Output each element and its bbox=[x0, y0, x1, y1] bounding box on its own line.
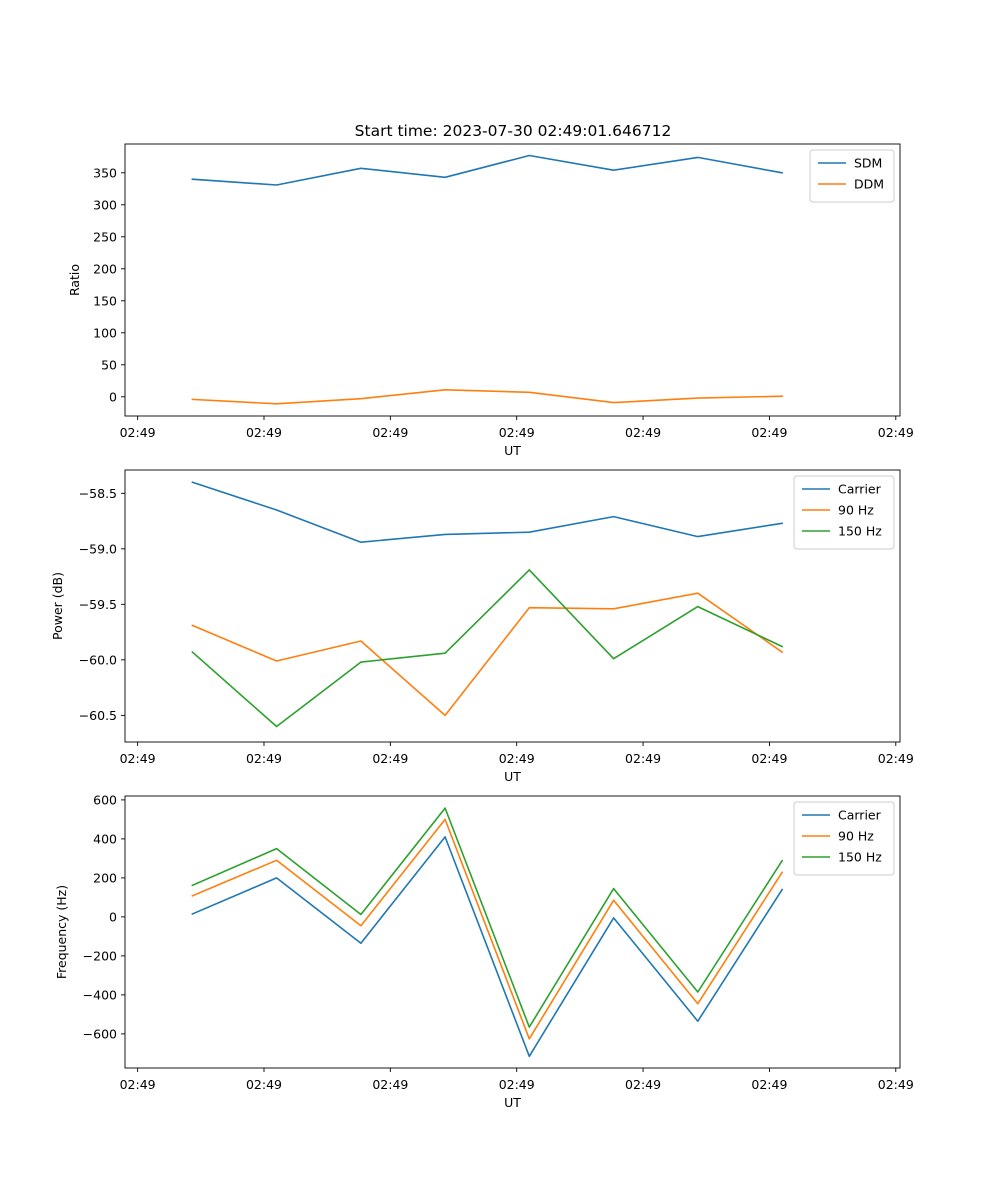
panel-2-series-carrier-line bbox=[191, 481, 784, 544]
panel-1-y-tick-label-6: 250 bbox=[93, 229, 117, 244]
panels: 02:49 02:49 02:49 02:49 02:49 02:49 02:49 0 50 10… bbox=[50, 143, 914, 1110]
panel-1-x-tick-label-2: 02:49 bbox=[246, 425, 282, 440]
panel-3-x-axis-label: UT bbox=[504, 1095, 521, 1110]
panel-2-y-tick-label-1: −58.5 bbox=[79, 486, 117, 501]
panel-3-x-tick-label-1: 02:49 bbox=[120, 1077, 156, 1092]
panel-1-series-sdm-line bbox=[191, 154, 784, 186]
panel-3-y-tick-label-5: −200 bbox=[83, 948, 117, 963]
panel-2-legend-label-3: 150 Hz bbox=[838, 524, 882, 539]
panel-3: 02:49 02:49 02:49 02:49 02:49 02:49 02:49 600 40… bbox=[54, 792, 914, 1110]
panel-1-y-tick-label-8: 350 bbox=[93, 165, 117, 180]
panel-3-y-tick-label-2: 400 bbox=[93, 831, 117, 846]
panel-3-x-tick-label-2: 02:49 bbox=[246, 1077, 282, 1092]
panel-2-x-tick-label-2: 02:49 bbox=[246, 751, 282, 766]
panel-2-y-tick-label-4: −60.0 bbox=[79, 652, 117, 667]
panel-3-series-carrier-line bbox=[191, 836, 784, 1058]
panel-3-x-tick-label-3: 02:49 bbox=[372, 1077, 408, 1092]
panel-2-x-tick-label-4: 02:49 bbox=[499, 751, 535, 766]
panel-3-y-tick-label-3: 200 bbox=[93, 870, 117, 885]
panel-3-y-tick-label-6: −400 bbox=[83, 987, 117, 1002]
panel-3-y-tick-label-1: 600 bbox=[93, 792, 117, 807]
panel-2-axes-frame bbox=[124, 469, 901, 743]
panel-1-x-tick-label-7: 02:49 bbox=[878, 425, 914, 440]
panel-2-y-axis-label: Power (dB) bbox=[50, 572, 65, 640]
panel-3-legend-label-2: 90 Hz bbox=[838, 829, 874, 844]
panel-1-x-axis-label: UT bbox=[504, 443, 521, 458]
panel-2-x-axis-label: UT bbox=[504, 769, 521, 784]
panel-3-legend-label-3: 150 Hz bbox=[838, 850, 882, 865]
panel-3-y-tick-label-7: −600 bbox=[83, 1026, 117, 1041]
panel-1: 02:49 02:49 02:49 02:49 02:49 02:49 02:49 0 50 10… bbox=[67, 143, 914, 458]
panel-3-series-150-hz-line bbox=[191, 807, 784, 1028]
panel-2-legend: Carrier 90 Hz 150 Hz bbox=[793, 475, 895, 550]
panel-3-x-tick-label-4: 02:49 bbox=[499, 1077, 535, 1092]
panel-1-y-axis-label: Ratio bbox=[67, 264, 82, 296]
panel-1-axes-frame bbox=[124, 143, 901, 417]
panel-2-series-150-hz-line bbox=[191, 569, 784, 728]
panel-1-y-tick-label-7: 300 bbox=[93, 197, 117, 212]
panel-3-y-tick-label-4: 0 bbox=[109, 909, 117, 924]
panel-1-x-tick-label-4: 02:49 bbox=[499, 425, 535, 440]
panel-3-x-tick-label-7: 02:49 bbox=[878, 1077, 914, 1092]
panel-1-y-tick-label-5: 200 bbox=[93, 261, 117, 276]
panel-2-x-tick-label-5: 02:49 bbox=[625, 751, 661, 766]
figure-title: Start time: 2023-07-30 02:49:01.646712 bbox=[355, 122, 672, 140]
panel-1-y-tick-label-1: 0 bbox=[109, 389, 117, 404]
panel-1-y-tick-label-3: 100 bbox=[93, 325, 117, 340]
panel-2-y-tick-label-2: −59.0 bbox=[79, 541, 117, 556]
panel-1-series-ddm-line bbox=[191, 388, 783, 405]
panel-3-legend-label-1: Carrier bbox=[838, 808, 882, 823]
panel-2-y-tick-label-5: −60.5 bbox=[79, 708, 117, 723]
panel-1-legend: SDM DDM bbox=[809, 149, 895, 203]
panel-2-legend-label-1: Carrier bbox=[838, 482, 882, 497]
panel-2-x-tick-label-6: 02:49 bbox=[751, 751, 787, 766]
panel-3-x-tick-label-5: 02:49 bbox=[625, 1077, 661, 1092]
panel-2-x-tick-label-3: 02:49 bbox=[372, 751, 408, 766]
panel-1-legend-label-2: DDM bbox=[854, 177, 884, 192]
panel-1-x-tick-label-1: 02:49 bbox=[120, 425, 156, 440]
panel-1-legend-label-1: SDM bbox=[854, 156, 882, 171]
panel-1-x-tick-label-3: 02:49 bbox=[372, 425, 408, 440]
panel-1-y-tick-label-4: 150 bbox=[93, 293, 117, 308]
panel-2-legend-label-2: 90 Hz bbox=[838, 503, 874, 518]
panel-2: 02:49 02:49 02:49 02:49 02:49 02:49 02:49 −58.5… bbox=[50, 469, 914, 784]
panel-3-x-tick-label-6: 02:49 bbox=[751, 1077, 787, 1092]
panel-1-x-tick-label-5: 02:49 bbox=[625, 425, 661, 440]
panel-3-axes-frame bbox=[124, 795, 901, 1069]
panel-2-y-tick-label-3: −59.5 bbox=[79, 597, 117, 612]
panel-2-x-tick-label-1: 02:49 bbox=[120, 751, 156, 766]
panel-3-y-axis-label: Frequency (Hz) bbox=[54, 885, 69, 979]
panel-2-series-90-hz-line bbox=[191, 592, 784, 717]
panel-1-y-tick-label-2: 50 bbox=[101, 357, 117, 372]
panel-3-series-90-hz-line bbox=[191, 818, 784, 1040]
panel-1-x-tick-label-6: 02:49 bbox=[751, 425, 787, 440]
panel-3-legend: Carrier 90 Hz 150 Hz bbox=[793, 801, 895, 876]
panel-2-x-tick-label-7: 02:49 bbox=[878, 751, 914, 766]
